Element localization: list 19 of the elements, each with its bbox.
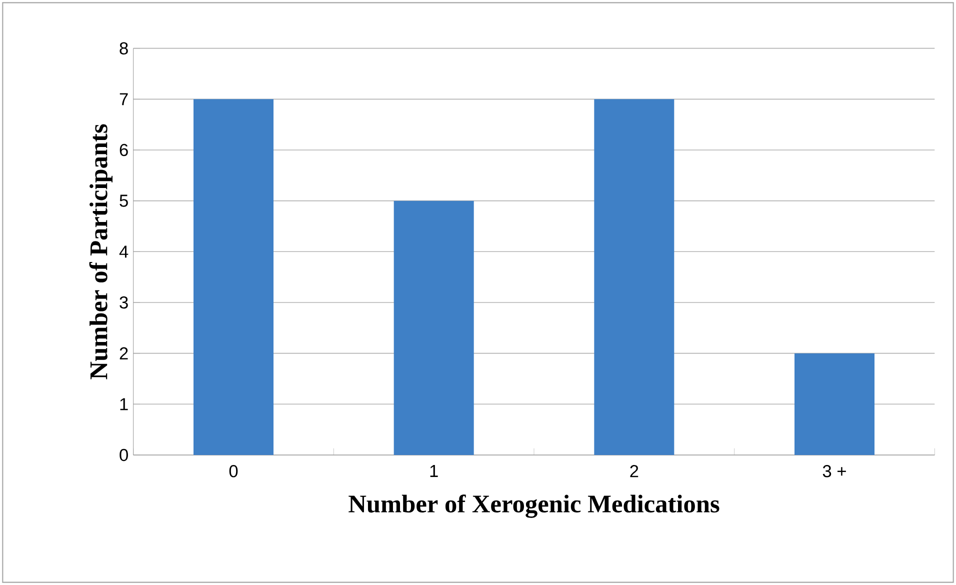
y-tick-label: 8 — [120, 42, 128, 54]
y-tick-label: 2 — [120, 347, 128, 360]
bar — [794, 353, 874, 455]
y-tick-label: 0 — [120, 448, 128, 462]
bar — [394, 200, 474, 455]
x-tick-label: 3 + — [822, 465, 846, 478]
y-tick-label: 6 — [120, 144, 128, 156]
x-tick-label: 2 — [630, 465, 638, 478]
y-axis-title: Number of Participants — [89, 124, 113, 380]
x-axis-title: Number of Xerogenic Medications — [348, 494, 720, 518]
bar — [594, 99, 674, 455]
y-tick-label: 1 — [120, 398, 128, 410]
x-tick-label: 0 — [229, 465, 238, 478]
y-tick-label: 4 — [119, 246, 128, 258]
y-tick-label: 3 — [120, 296, 128, 309]
bar — [194, 99, 274, 455]
y-tick-label: 7 — [120, 93, 128, 106]
y-tick-label: 5 — [120, 194, 128, 207]
x-tick-label: 1 — [430, 465, 438, 477]
